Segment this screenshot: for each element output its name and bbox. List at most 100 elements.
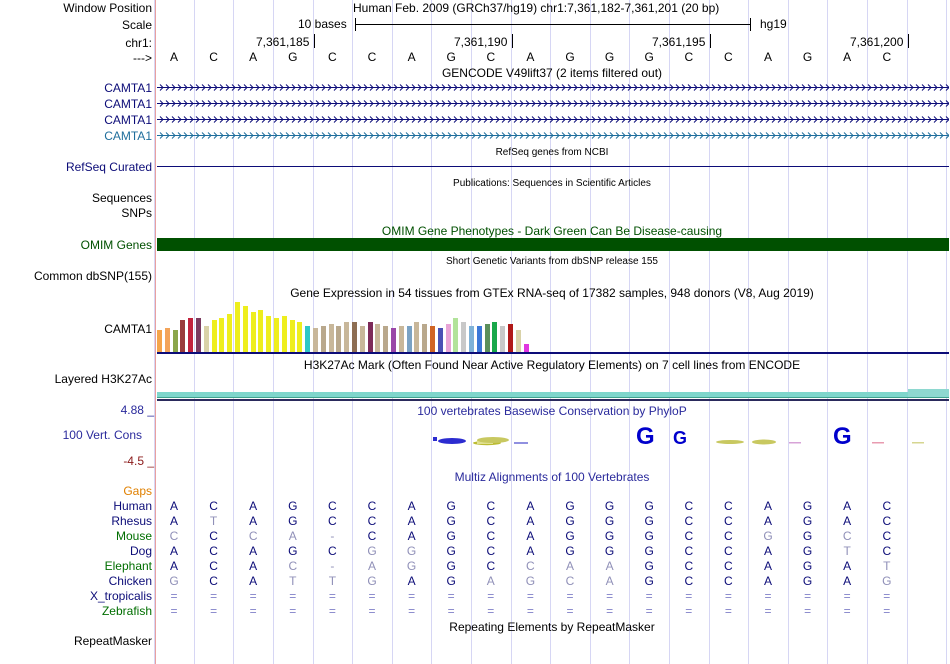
species-label[interactable]: Rhesus — [111, 514, 152, 528]
omim-gene-bar[interactable] — [157, 238, 949, 251]
gtex-tissue-bar[interactable] — [227, 314, 233, 352]
alignment-base: = — [606, 589, 614, 603]
omim-track-title[interactable]: OMIM Gene Phenotypes - Dark Green Can Be… — [381, 224, 723, 238]
gtex-tissue-bar[interactable] — [398, 326, 404, 352]
gtex-tissue-bar[interactable] — [336, 326, 342, 352]
gtex-tissue-bar[interactable] — [508, 324, 513, 352]
dbsnp-track-label[interactable]: Common dbSNP(155) — [33, 269, 152, 283]
gtex-track-label[interactable]: CAMTA1 — [104, 322, 152, 336]
species-label[interactable]: Zebrafish — [101, 604, 152, 618]
alignment-base: G — [406, 544, 417, 558]
snps-track-label[interactable]: SNPs — [121, 206, 152, 220]
gencode-gene-label[interactable]: CAMTA1 — [104, 113, 152, 127]
gtex-tissue-bar[interactable] — [523, 344, 529, 352]
species-label[interactable]: Elephant — [104, 559, 152, 573]
gtex-tissue-bar[interactable] — [367, 322, 373, 352]
gtex-tissue-bar[interactable] — [219, 318, 225, 352]
gtex-tissue-bar[interactable] — [211, 320, 217, 352]
gtex-tissue-bar[interactable] — [344, 322, 350, 352]
gtex-tissue-bar[interactable] — [297, 322, 303, 352]
gencode-track-title[interactable]: GENCODE V49lift37 (2 items filtered out) — [441, 66, 663, 80]
gtex-tissue-bar[interactable] — [391, 328, 396, 352]
gtex-tissue-bar[interactable] — [453, 318, 459, 352]
gtex-tissue-bar[interactable] — [500, 326, 506, 352]
gencode-gene-label[interactable]: CAMTA1 — [104, 97, 152, 111]
publications-track-title[interactable]: Publications: Sequences in Scientific Ar… — [453, 178, 651, 189]
gtex-tissue-bar[interactable] — [422, 324, 428, 352]
gtex-tissue-bar[interactable] — [266, 316, 272, 352]
gtex-track-title[interactable]: Gene Expression in 54 tissues from GTEx … — [290, 286, 814, 300]
gtex-tissue-bar[interactable] — [274, 318, 279, 352]
gtex-tissue-bar[interactable] — [289, 320, 295, 352]
gtex-tissue-bar[interactable] — [320, 326, 326, 352]
gencode-gene-feature[interactable] — [157, 131, 949, 140]
gtex-tissue-bar[interactable] — [203, 326, 209, 352]
gtex-tissue-bar[interactable] — [164, 328, 170, 352]
gtex-tissue-bar[interactable] — [430, 326, 435, 352]
gtex-tissue-bar[interactable] — [313, 328, 318, 352]
gtex-tissue-bar[interactable] — [406, 326, 412, 352]
conservation-logo[interactable]: G G G — [157, 418, 949, 450]
refseq-track-title[interactable]: RefSeq genes from NCBI — [495, 147, 609, 158]
gtex-tissue-bar[interactable] — [250, 312, 256, 352]
alignment-base: A — [605, 559, 614, 573]
species-label[interactable]: X_tropicalis — [89, 589, 152, 603]
gtex-tissue-bar[interactable] — [157, 330, 162, 352]
gtex-tissue-bar[interactable] — [196, 318, 201, 352]
refseq-track-label[interactable]: RefSeq Curated — [65, 160, 152, 174]
h3k27ac-track-title[interactable]: H3K27Ac Mark (Often Found Near Active Re… — [303, 358, 801, 372]
conservation-track-title[interactable]: 100 vertebrates Basewise Conservation by… — [417, 404, 687, 418]
alignment-base: T — [883, 559, 891, 573]
gaps-label[interactable]: Gaps — [123, 484, 152, 498]
h3k27ac-track-label[interactable]: Layered H3K27Ac — [54, 372, 152, 386]
gencode-gene-label[interactable]: CAMTA1 — [104, 81, 152, 95]
repeatmasker-track-label[interactable]: RepeatMasker — [73, 634, 152, 648]
scale-label: Scale — [121, 18, 152, 32]
refseq-gene-line[interactable] — [157, 166, 949, 167]
gtex-tissue-bar[interactable] — [281, 316, 287, 352]
gtex-tissue-bar[interactable] — [437, 328, 443, 352]
publications-track-label[interactable]: Sequences — [91, 191, 152, 205]
gtex-tissue-bar[interactable] — [352, 322, 357, 352]
gtex-tissue-bar[interactable] — [484, 324, 490, 352]
gtex-tissue-bar[interactable] — [375, 324, 381, 352]
gencode-gene-label[interactable]: CAMTA1 — [104, 129, 152, 143]
conservation-track-label[interactable]: 100 Vert. Cons — [62, 428, 142, 442]
gtex-tissue-bar[interactable] — [469, 326, 474, 352]
gtex-expression-bars[interactable] — [157, 298, 557, 352]
gtex-tissue-bar[interactable] — [515, 330, 521, 352]
gtex-tissue-bar[interactable] — [235, 302, 240, 352]
alignment-base: A — [249, 559, 258, 573]
gtex-tissue-bar[interactable] — [476, 326, 482, 352]
alignment-base: A — [763, 544, 772, 558]
gtex-tissue-bar[interactable] — [492, 322, 498, 352]
gencode-gene-feature[interactable] — [157, 83, 949, 92]
gtex-tissue-bar[interactable] — [328, 324, 334, 352]
scale-bar-right-tick — [750, 18, 751, 31]
gtex-tissue-bar[interactable] — [258, 310, 264, 352]
species-label[interactable]: Chicken — [108, 574, 152, 588]
gtex-tissue-bar[interactable] — [383, 326, 389, 352]
repeatmasker-track-title[interactable]: Repeating Elements by RepeatMasker — [449, 620, 655, 634]
species-label[interactable]: Dog — [129, 544, 152, 558]
alignment-base: A — [763, 559, 772, 573]
gtex-tissue-bar[interactable] — [188, 318, 194, 352]
omim-track-label[interactable]: OMIM Genes — [80, 238, 152, 252]
dbsnp-track-title[interactable]: Short Genetic Variants from dbSNP releas… — [446, 256, 658, 267]
species-label[interactable]: Mouse — [115, 529, 152, 543]
gencode-gene-feature[interactable] — [157, 99, 949, 108]
gtex-tissue-bar[interactable] — [172, 330, 178, 352]
gtex-tissue-bar[interactable] — [414, 322, 420, 352]
h3k27ac-signal[interactable] — [157, 392, 949, 397]
gencode-gene-feature[interactable] — [157, 115, 949, 124]
gtex-tissue-bar[interactable] — [445, 324, 451, 352]
gtex-tissue-bar[interactable] — [359, 326, 365, 352]
species-label[interactable]: Human — [113, 499, 152, 513]
gtex-tissue-bar[interactable] — [242, 306, 248, 352]
multiz-track-title[interactable]: Multiz Alignments of 100 Vertebrates — [454, 470, 650, 484]
gtex-tissue-bar[interactable] — [180, 320, 186, 352]
gtex-tissue-bar[interactable] — [461, 322, 467, 352]
alignment-base: G — [604, 514, 615, 528]
gtex-tissue-bar[interactable] — [305, 326, 311, 352]
